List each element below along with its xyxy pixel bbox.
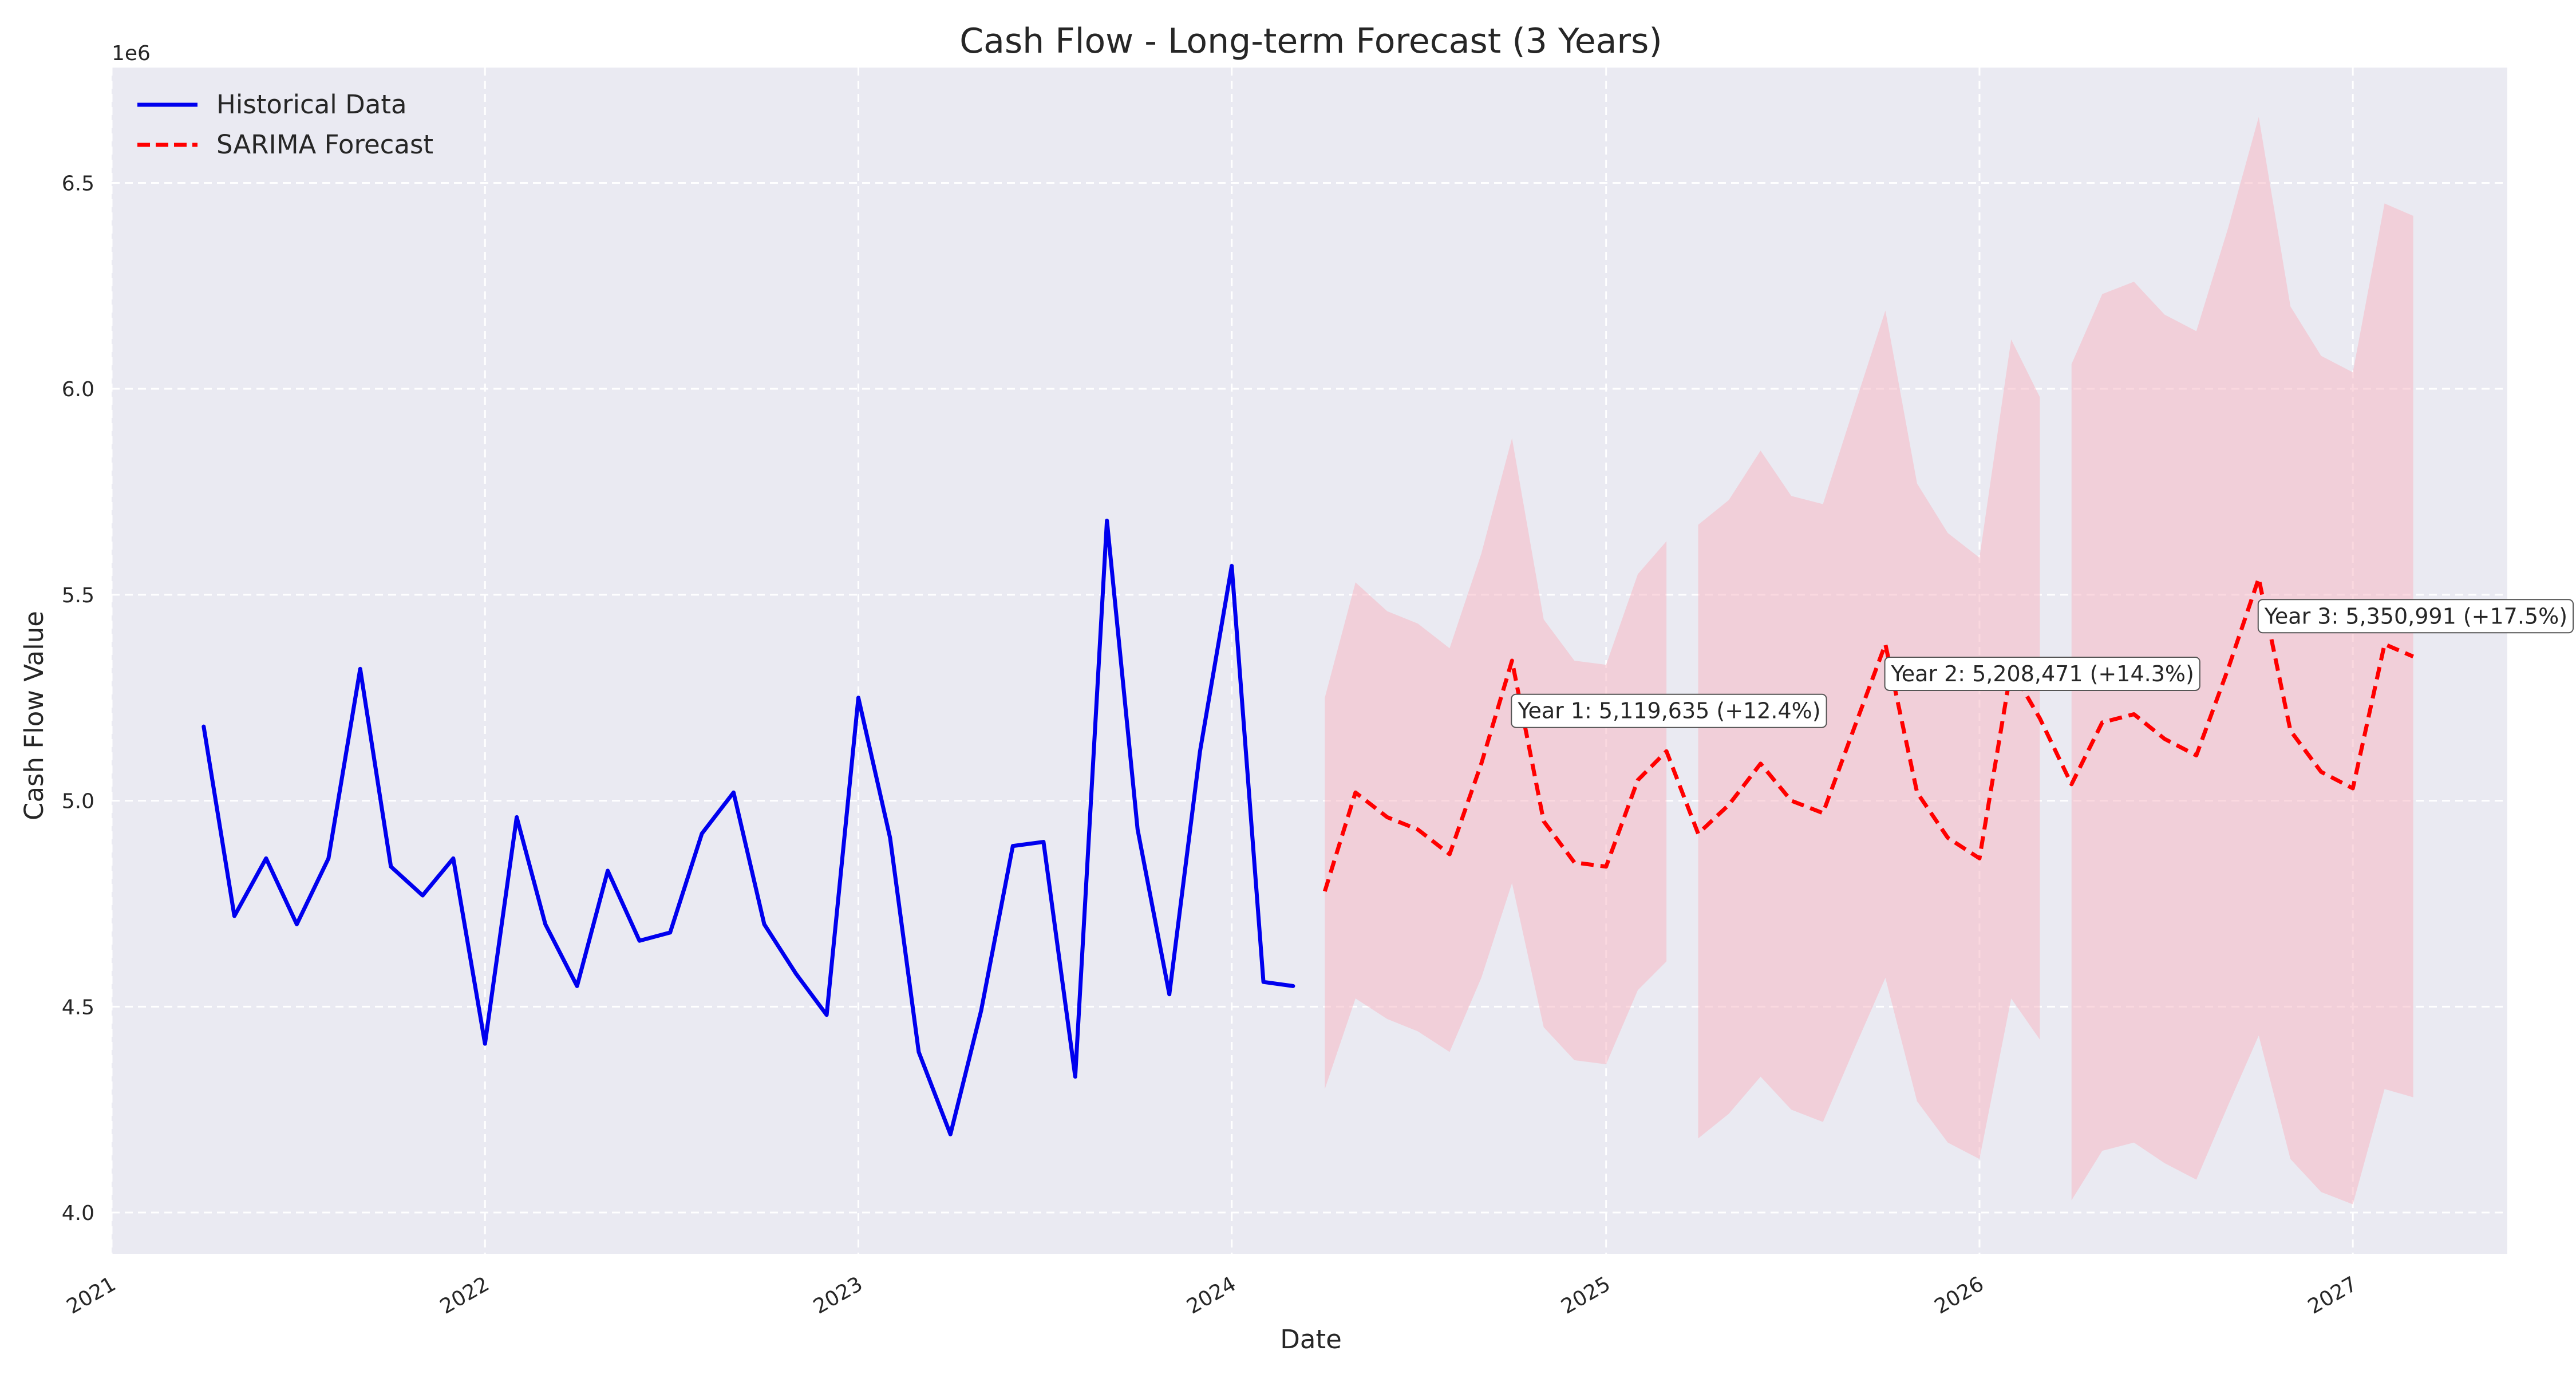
x-tick-label: 2026 xyxy=(1931,1272,1988,1318)
confidence-interval xyxy=(1325,117,2413,1205)
x-tick-label: 2024 xyxy=(1183,1272,1240,1318)
y-tick-label: 6.0 xyxy=(62,378,94,401)
y-tick-label: 4.5 xyxy=(62,996,94,1019)
x-tick-label: 2027 xyxy=(2304,1272,2361,1318)
legend-label-historical: Historical Data xyxy=(216,89,407,120)
annotation: Year 3: 5,350,991 (+17.5%) xyxy=(2257,599,2574,634)
x-axis-label: Date xyxy=(1280,1324,1342,1355)
annotation: Year 1: 5,119,635 (+12.4%) xyxy=(1511,693,1827,728)
annotation-box xyxy=(1511,693,1827,728)
annotation-text: Year 1: 5,119,635 (+12.4%) xyxy=(1517,698,1820,724)
historical-series-line xyxy=(202,518,1295,1136)
annotation: Year 2: 5,208,471 (+14.3%) xyxy=(1884,656,2200,691)
confidence-band xyxy=(1698,310,2040,1159)
x-tick-labels: 2021 2022 2023 2024 2025 2026 2027 xyxy=(63,1272,2361,1318)
annotation-box xyxy=(2257,599,2574,634)
y-axis-label: Cash Flow Value xyxy=(19,611,49,820)
annotations: Year 1: 5,119,635 (+12.4%) Year 2: 5,208,… xyxy=(1511,599,2574,728)
confidence-band xyxy=(1325,438,1667,1089)
annotation-box xyxy=(1884,656,2200,691)
y-tick-label: 4.0 xyxy=(62,1202,94,1225)
annotation-text: Year 2: 5,208,471 (+14.3%) xyxy=(1891,661,2194,686)
y-tick-label: 5.5 xyxy=(62,584,94,607)
legend-label-forecast: SARIMA Forecast xyxy=(216,129,433,160)
x-tick-label: 2025 xyxy=(1557,1272,1614,1318)
confidence-band xyxy=(2071,117,2413,1205)
y-tick-labels: 4.0 4.5 5.0 5.5 6.0 6.5 xyxy=(62,172,94,1225)
legend: Historical Data SARIMA Forecast xyxy=(137,89,433,160)
y-multiplier-label: 1e6 xyxy=(112,42,151,65)
y-tick-label: 6.5 xyxy=(62,172,94,195)
annotation-text: Year 3: 5,350,991 (+17.5%) xyxy=(2264,603,2567,629)
y-tick-label: 5.0 xyxy=(62,790,94,814)
x-tick-label: 2023 xyxy=(809,1272,867,1318)
x-tick-label: 2022 xyxy=(436,1272,493,1318)
series-lines xyxy=(202,518,2414,1136)
gridlines xyxy=(110,68,2507,1254)
x-tick-label: 2021 xyxy=(63,1272,120,1318)
chart-title: Cash Flow - Long-term Forecast (3 Years) xyxy=(959,21,1662,61)
